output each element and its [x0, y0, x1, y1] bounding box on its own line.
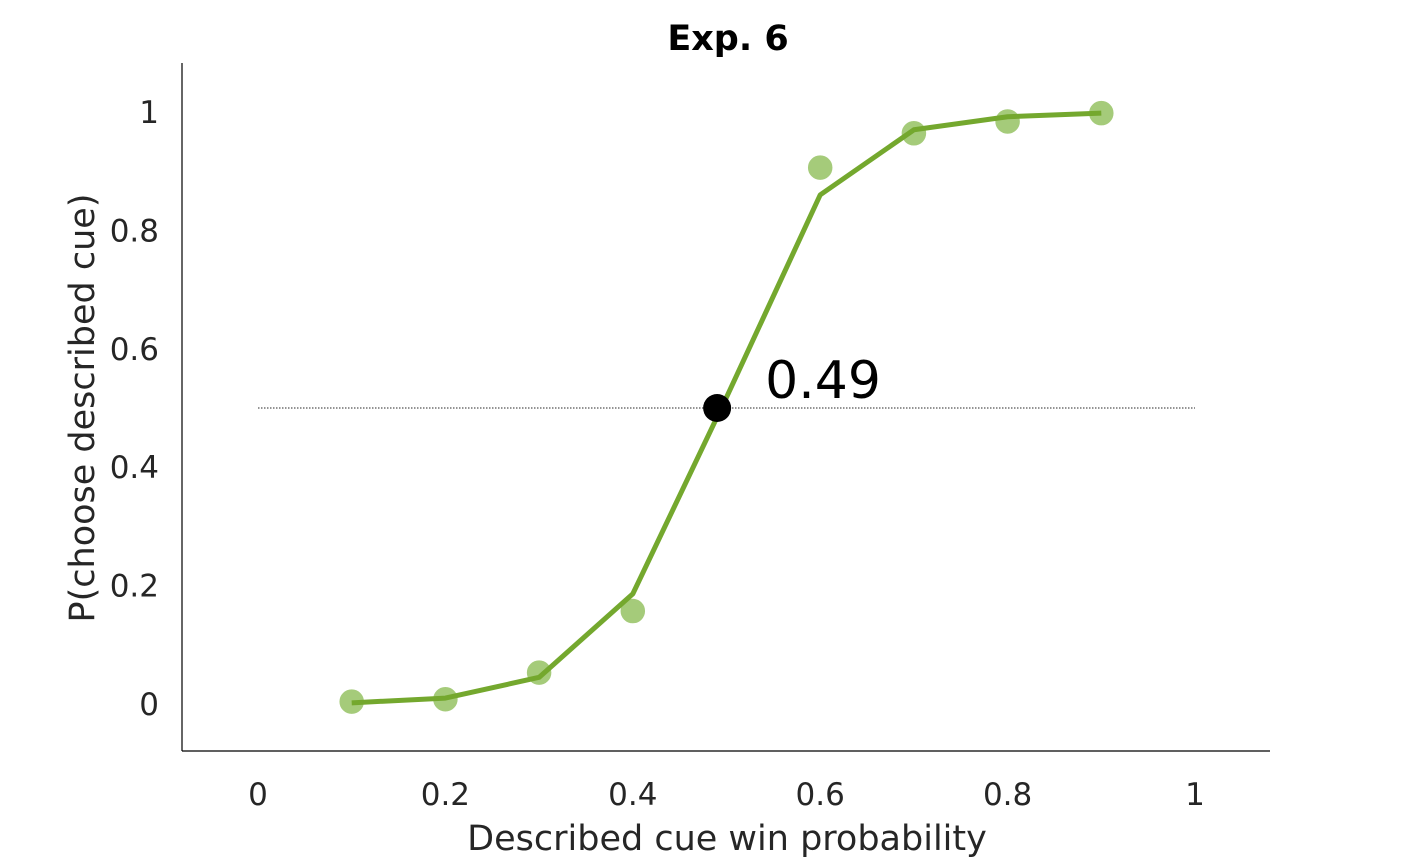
y-tick-label: 0.8: [110, 213, 159, 249]
x-tick-label: 0.8: [983, 777, 1032, 813]
threshold-annotation: 0.49: [765, 351, 881, 411]
x-tick-label: 0.2: [421, 777, 470, 813]
x-tick-label: 0.4: [608, 777, 657, 813]
y-tick-labels: 0 0.2 0.4 0.6 0.8 1: [110, 95, 159, 723]
y-tick-label: 0.2: [110, 569, 159, 605]
data-point: [619, 597, 647, 625]
x-tick-labels: 0 0.2 0.4 0.6 0.8 1: [248, 777, 1205, 813]
fit-curve: [351, 110, 1102, 706]
chart-title: Exp. 6: [667, 19, 788, 59]
threshold-marker: [703, 394, 732, 422]
y-tick-label: 0.6: [110, 332, 159, 368]
y-axis-label: P(choose described cue): [63, 194, 103, 623]
y-tick-label: 0: [139, 687, 159, 723]
data-point: [806, 153, 834, 182]
x-tick-label: 0: [248, 777, 268, 813]
x-axis-label: Described cue win probability: [467, 819, 987, 859]
y-tick-label: 0.4: [110, 450, 159, 486]
x-tick-label: 0.6: [796, 777, 845, 813]
x-tick-label: 1: [1185, 777, 1205, 813]
y-tick-label: 1: [139, 95, 159, 131]
data-point: [993, 107, 1022, 136]
